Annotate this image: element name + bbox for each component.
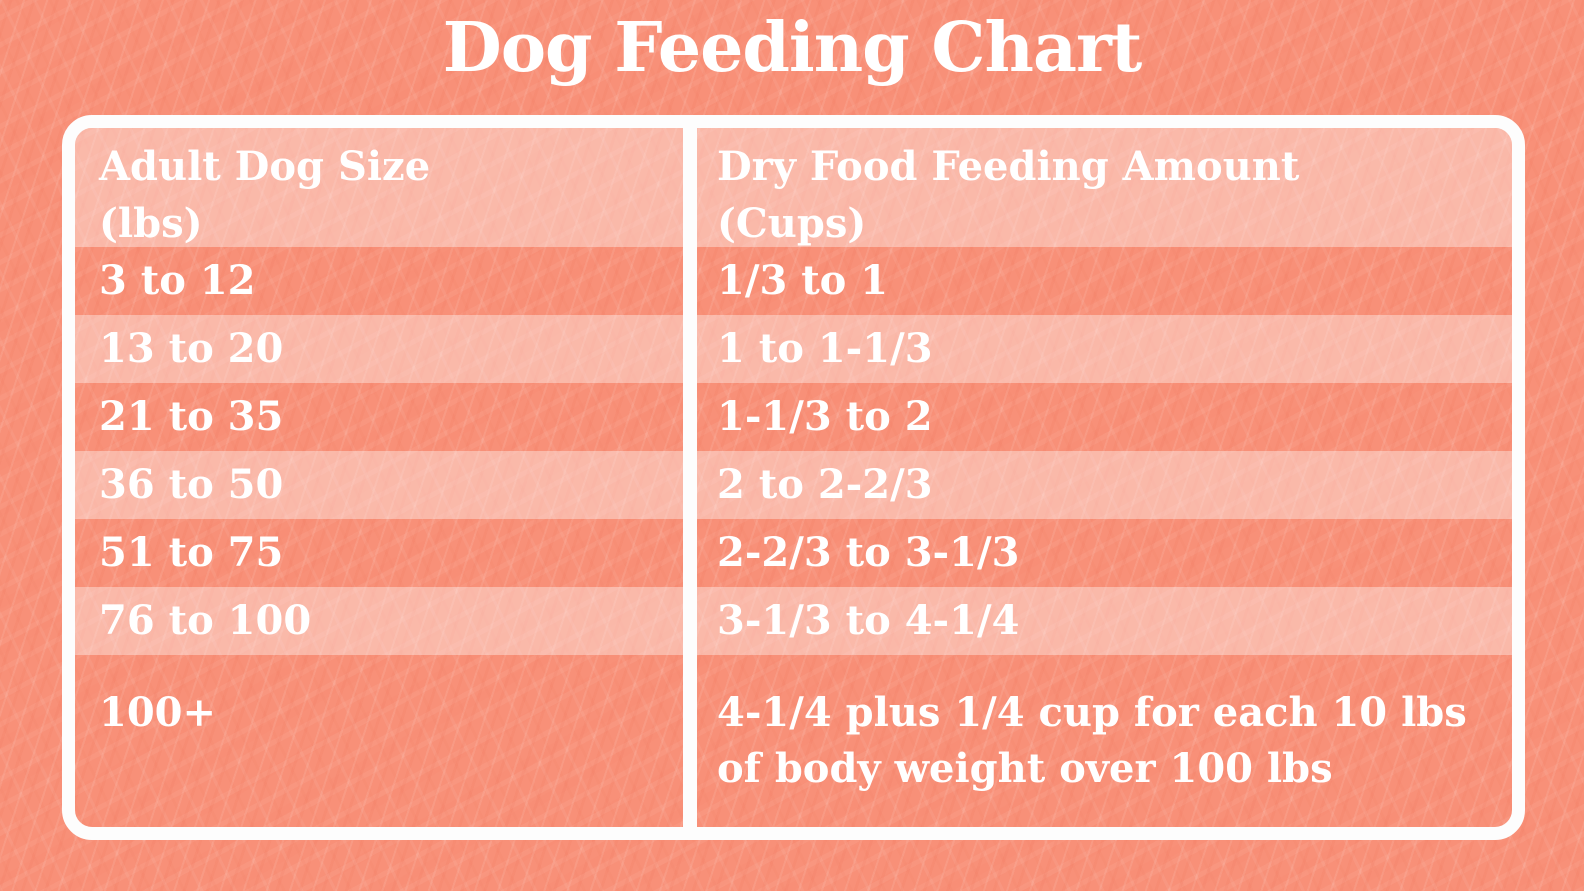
column-divider xyxy=(683,128,697,827)
feeding-amount-cell: 1 to 1-1/3 xyxy=(717,325,933,372)
header-feeding-amount-line1: Dry Food Feeding Amount xyxy=(717,143,1300,190)
feeding-amount-cell: 2-2/3 to 3-1/3 xyxy=(717,529,1020,576)
dog-size-cell: 76 to 100 xyxy=(99,597,312,644)
feeding-amount-cell: 1/3 to 1 xyxy=(717,257,889,304)
header-dog-size-line1: Adult Dog Size xyxy=(99,143,431,190)
feeding-amount-cell: 1-1/3 to 2 xyxy=(717,393,933,440)
feeding-amount-text: 4-1/4 plus 1/4 cup for each 10 lbs of bo… xyxy=(717,689,1467,792)
feeding-amount-cell: 3-1/3 to 4-1/4 xyxy=(717,597,1020,644)
dog-size-cell: 36 to 50 xyxy=(99,461,284,508)
dog-size-cell: 21 to 35 xyxy=(99,393,284,440)
feeding-amount-cell: 4-1/4 plus 1/4 cup for each 10 lbs of bo… xyxy=(697,655,1512,797)
table-row: 3 to 12 1/3 to 1 xyxy=(75,247,1512,315)
table-row: 13 to 20 1 to 1-1/3 xyxy=(75,315,1512,383)
table-row: 100+ 4-1/4 plus 1/4 cup for each 10 lbs … xyxy=(75,655,1512,827)
header-dog-size: Adult Dog Size (lbs) xyxy=(75,128,697,247)
header-feeding-amount-line2: (Cups) xyxy=(717,200,867,247)
table-row: 21 to 35 1-1/3 to 2 xyxy=(75,383,1512,451)
dog-size-cell: 51 to 75 xyxy=(99,529,284,576)
table-header-row: Adult Dog Size (lbs) Dry Food Feeding Am… xyxy=(75,128,1512,247)
dog-size-cell: 3 to 12 xyxy=(99,257,256,304)
feeding-amount-cell: 2 to 2-2/3 xyxy=(717,461,933,508)
table-row: 76 to 100 3-1/3 to 4-1/4 xyxy=(75,587,1512,655)
page-title: Dog Feeding Chart xyxy=(442,8,1143,88)
table-row: 36 to 50 2 to 2-2/3 xyxy=(75,451,1512,519)
table-row: 51 to 75 2-2/3 to 3-1/3 xyxy=(75,519,1512,587)
dog-feeding-table: Adult Dog Size (lbs) Dry Food Feeding Am… xyxy=(62,115,1525,840)
header-dog-size-line2: (lbs) xyxy=(99,200,203,247)
dog-size-cell: 13 to 20 xyxy=(99,325,284,372)
header-feeding-amount: Dry Food Feeding Amount (Cups) xyxy=(697,128,1512,247)
dog-size-cell: 100+ xyxy=(99,689,217,736)
